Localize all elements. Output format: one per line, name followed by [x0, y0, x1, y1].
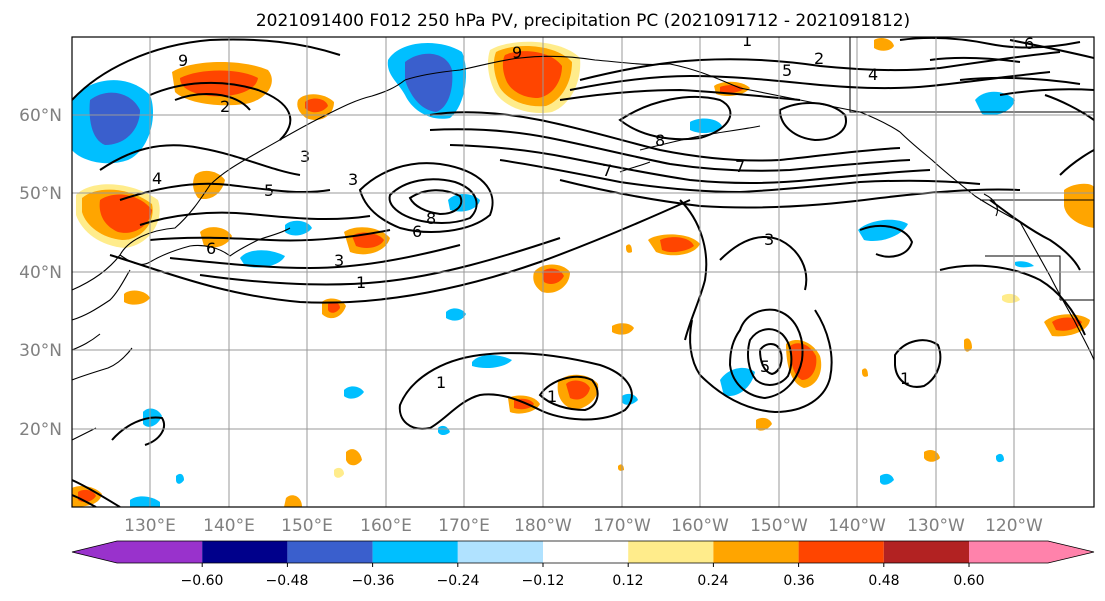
contour-label: 9 — [512, 43, 522, 62]
colorbar-segment — [543, 541, 629, 563]
contour-label: 9 — [178, 51, 188, 70]
lon-label: 140°E — [203, 516, 255, 536]
negative-shading — [72, 42, 1034, 507]
positive-shading — [72, 38, 1094, 507]
colorbar-outline — [71, 540, 1095, 564]
colorbar-segment — [202, 541, 288, 563]
colorbar-extend-low — [72, 541, 117, 563]
lon-label: 170°E — [438, 516, 490, 536]
contour-label: 4 — [868, 65, 878, 84]
colorbar-tick-label: −0.12 — [522, 573, 565, 589]
colorbar-tick-label: −0.24 — [437, 573, 480, 589]
contour-label: 1 — [436, 373, 446, 392]
contour-label: 3 — [764, 230, 774, 249]
lon-label: 170°W — [593, 516, 651, 536]
lon-label: 140°W — [828, 516, 886, 536]
contour-label: 6 — [1024, 34, 1034, 53]
contour-label: 7 — [602, 161, 612, 180]
colorbar-segment — [798, 541, 884, 563]
contour-label: 3 — [300, 147, 310, 166]
contour-label: 1 — [900, 369, 910, 388]
contour-label: 3 — [334, 251, 344, 270]
lat-label: 30°N — [19, 341, 62, 361]
contour-label: 4 — [152, 169, 162, 188]
lon-label: 160°W — [671, 516, 729, 536]
colorbar-segment — [372, 541, 458, 563]
contour-label: 2 — [814, 49, 824, 68]
colorbar-segment — [117, 541, 203, 563]
colorbar-tick-label: −0.60 — [181, 573, 224, 589]
figure-title: 2021091400 F012 250 hPa PV, precipitatio… — [256, 11, 910, 31]
contour-labels: 1 1 1 1 1 2 2 3 3 3 3 4 4 5 5 5 6 6 6 7 — [152, 31, 1034, 406]
colorbar-tick-label: −0.36 — [352, 573, 395, 589]
lon-label: 150°W — [750, 516, 808, 536]
colorbar-extend-high — [1048, 541, 1094, 563]
colorbar-ticks — [201, 563, 970, 567]
map-frame — [71, 36, 1095, 508]
lon-label: 120°W — [985, 516, 1043, 536]
colorbar: −0.60 −0.48 −0.36 −0.24 −0.12 0.12 0.24 … — [71, 540, 1095, 589]
colorbar-segment — [883, 541, 969, 563]
contour-label: 7 — [735, 157, 745, 176]
colorbar-segment — [457, 541, 543, 563]
colorbar-tick-label: 0.24 — [697, 573, 728, 589]
colorbar-tick-label: 0.48 — [868, 573, 899, 589]
lon-label: 130°E — [124, 516, 176, 536]
contour-label: 6 — [412, 222, 422, 241]
colorbar-tick-label: 0.60 — [953, 573, 984, 589]
lon-label: 160°E — [360, 516, 412, 536]
map-panel: 1 1 1 1 1 2 2 3 3 3 3 4 4 5 5 5 6 6 6 7 — [71, 31, 1095, 508]
colorbar-segment — [287, 541, 373, 563]
colorbar-segment — [969, 541, 1048, 563]
lon-label: 150°E — [281, 516, 333, 536]
gridlines — [72, 37, 1094, 507]
contour-label: 5 — [760, 357, 770, 376]
contour-label: 3 — [348, 170, 358, 189]
contour-label: 8 — [655, 131, 665, 150]
contour-label: 1 — [356, 273, 366, 292]
colorbar-tick-label: −0.48 — [266, 573, 309, 589]
contour-label: 2 — [220, 97, 230, 116]
lat-label: 40°N — [19, 263, 62, 283]
latitude-labels: 20°N 30°N 40°N 50°N 60°N — [19, 106, 62, 440]
contour-label: 5 — [782, 61, 792, 80]
longitude-labels: 130°E 140°E 150°E 160°E 170°E 180°W 170°… — [124, 516, 1043, 536]
map-content: 1 1 1 1 1 2 2 3 3 3 3 4 4 5 5 5 6 6 6 7 — [72, 31, 1094, 507]
lat-label: 20°N — [19, 420, 62, 440]
lon-label: 130°W — [907, 516, 965, 536]
contour-label: 5 — [264, 181, 274, 200]
lat-label: 60°N — [19, 106, 62, 126]
contour-label: 1 — [742, 31, 752, 50]
lon-label: 180°W — [514, 516, 572, 536]
colorbar-tick-label: 0.36 — [783, 573, 814, 589]
lat-label: 50°N — [19, 184, 62, 204]
colorbar-segment — [628, 541, 714, 563]
contour-label: 1 — [547, 387, 557, 406]
contour-label: 8 — [426, 209, 436, 228]
contour-label: 6 — [206, 239, 216, 258]
colorbar-segment — [713, 541, 799, 563]
colorbar-tick-label: 0.12 — [612, 573, 643, 589]
